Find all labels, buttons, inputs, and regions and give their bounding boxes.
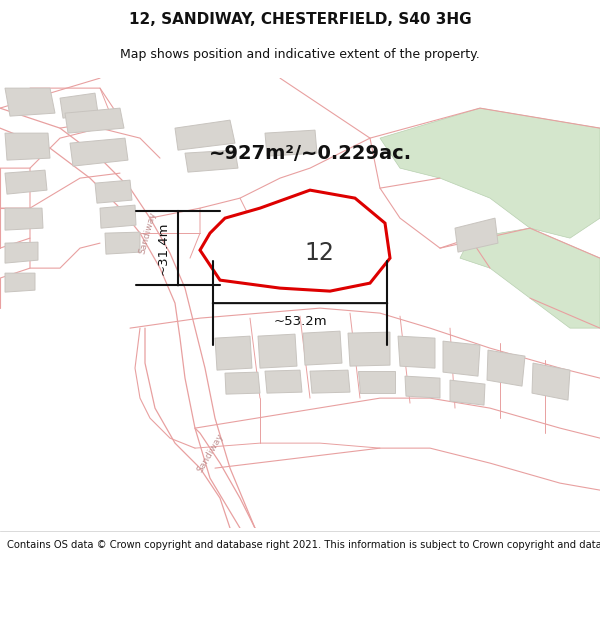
Polygon shape (105, 232, 140, 254)
Polygon shape (5, 170, 47, 194)
Polygon shape (5, 242, 38, 263)
Text: Contains OS data © Crown copyright and database right 2021. This information is : Contains OS data © Crown copyright and d… (7, 540, 600, 550)
Polygon shape (380, 108, 600, 238)
Polygon shape (65, 108, 124, 133)
Text: ~53.2m: ~53.2m (273, 315, 327, 328)
Polygon shape (358, 371, 395, 393)
Polygon shape (5, 273, 35, 292)
Polygon shape (5, 133, 50, 160)
Polygon shape (303, 331, 342, 365)
Polygon shape (455, 218, 498, 252)
Polygon shape (95, 180, 132, 203)
Polygon shape (185, 150, 238, 172)
Polygon shape (225, 372, 260, 394)
Polygon shape (5, 88, 55, 116)
Polygon shape (215, 336, 252, 370)
Polygon shape (60, 93, 98, 118)
Polygon shape (258, 334, 297, 368)
Text: 12: 12 (305, 241, 335, 266)
Polygon shape (460, 228, 600, 328)
Polygon shape (450, 380, 485, 405)
Polygon shape (200, 190, 390, 291)
Polygon shape (5, 208, 43, 230)
Polygon shape (405, 376, 440, 398)
Polygon shape (265, 130, 317, 156)
Polygon shape (443, 341, 480, 376)
Text: 12, SANDIWAY, CHESTERFIELD, S40 3HG: 12, SANDIWAY, CHESTERFIELD, S40 3HG (128, 12, 472, 27)
Polygon shape (398, 336, 435, 368)
Polygon shape (487, 350, 525, 386)
Text: Sandiway: Sandiway (195, 432, 225, 474)
Text: Sandiway: Sandiway (138, 211, 158, 256)
Text: ~927m²/~0.229ac.: ~927m²/~0.229ac. (208, 144, 412, 162)
Polygon shape (100, 205, 136, 228)
Polygon shape (70, 138, 128, 166)
Polygon shape (348, 332, 390, 366)
Polygon shape (310, 370, 350, 393)
Polygon shape (532, 363, 570, 400)
Text: Map shows position and indicative extent of the property.: Map shows position and indicative extent… (120, 48, 480, 61)
Polygon shape (175, 120, 235, 150)
Text: ~31.4m: ~31.4m (157, 221, 170, 275)
Polygon shape (265, 370, 302, 393)
